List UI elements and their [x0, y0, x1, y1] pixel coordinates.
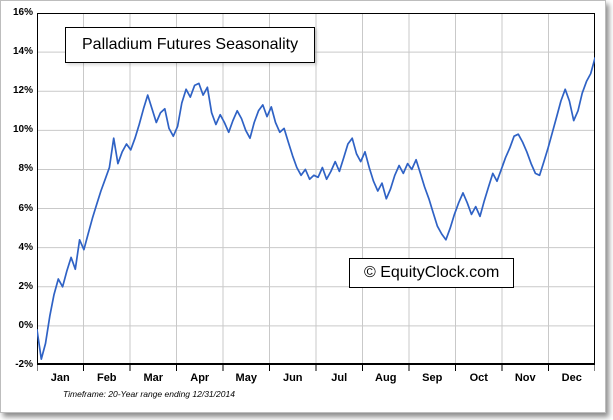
month-label: Apr	[190, 372, 210, 384]
y-tick-label: 16%	[12, 7, 33, 18]
y-tick-label: 14%	[12, 46, 33, 58]
y-tick-label: 10%	[12, 124, 33, 136]
seasonality-line	[37, 57, 595, 360]
month-label: Dec	[561, 372, 582, 384]
month-label: Jul	[331, 372, 348, 384]
y-tick-label: 0%	[18, 319, 33, 331]
watermark-box: © EquityClock.com	[349, 258, 515, 288]
chart-plot-area	[37, 13, 595, 371]
month-label: Oct	[469, 372, 488, 384]
y-tick-label: 8%	[18, 163, 33, 175]
month-label: Aug	[375, 372, 397, 384]
month-label: Sep	[422, 372, 443, 384]
watermark-text: © EquityClock.com	[364, 264, 500, 281]
y-tick-label: -2%	[15, 359, 33, 370]
timeframe-footnote: Timeframe: 20-Year range ending 12/31/20…	[63, 389, 235, 399]
month-label: Feb	[96, 372, 117, 384]
y-tick-label: 6%	[18, 202, 33, 214]
month-label: Jan	[50, 372, 70, 384]
y-tick-label: 12%	[12, 85, 33, 97]
chart-title-box: Palladium Futures Seasonality	[65, 27, 316, 63]
y-tick-label: 4%	[18, 241, 33, 253]
y-tick-label: 2%	[18, 280, 33, 292]
month-label: Nov	[514, 372, 536, 384]
month-label: May	[235, 372, 257, 384]
chart-title: Palladium Futures Seasonality	[82, 36, 299, 53]
month-label: Jun	[282, 372, 303, 384]
seasonality-chart: 16% 14% 12% 10% 8% 6% 4% 2% 0% -2% Jan Feb Mar Apr Ma…	[0, 0, 606, 413]
month-label: Mar	[143, 372, 164, 384]
